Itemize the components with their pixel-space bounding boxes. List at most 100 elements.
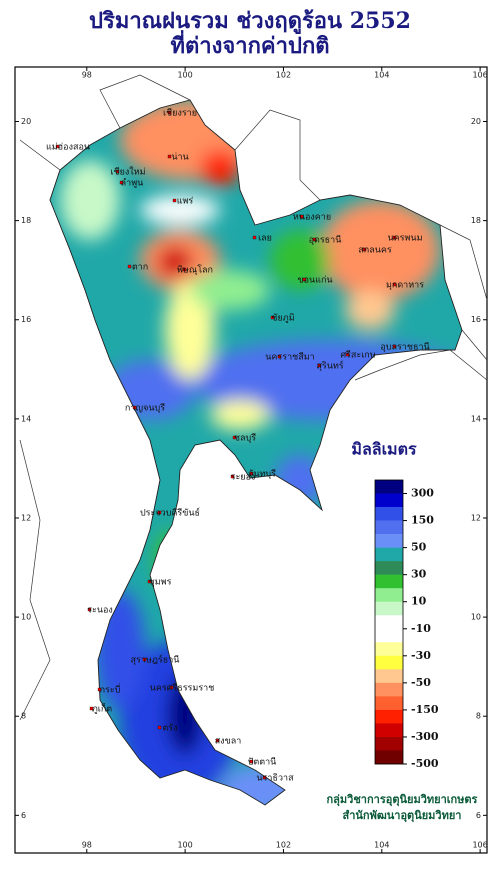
x-tick-label: 100 [177,841,192,850]
place-dot [362,247,367,252]
legend-swatch [375,574,403,589]
y-tick-label: 8 [476,712,481,721]
place-label: ลำพูน [121,178,144,189]
place-dot [147,579,152,584]
place-label: พิษณุโลก [177,265,213,276]
place-dot [232,435,237,440]
place-dot [87,607,92,612]
place-dot [169,685,174,690]
place-label: ประจวบคีรีขันธ์ [140,507,200,519]
place-label: แม่ฮ่องสอน [46,143,90,153]
place-dot [182,267,187,272]
y-tick-label: 10 [21,613,31,622]
legend-swatch [375,588,403,603]
legend-label: 10 [411,595,427,608]
place-dot [115,169,120,174]
y-tick-label: 14 [471,414,481,423]
place-label: หนองคาย [293,213,331,223]
y-tick-label: 6 [476,811,481,820]
place-dot [392,282,397,287]
title-line: ที่ต่างจากค่าปกติ [170,29,329,59]
legend-label: 150 [411,514,434,527]
legend-swatch [375,750,403,765]
place-label: สงขลา [215,737,242,747]
y-tick-label: 18 [21,216,31,225]
place-label: นราธิวาส [256,773,294,784]
legend-label: 50 [411,541,427,554]
legend-swatch [375,723,403,738]
place-label: จันทบุรี [248,469,276,480]
y-tick-label: 16 [21,315,31,324]
place-label: ขอนแก่น [297,276,332,286]
legend-label: -500 [411,757,439,770]
place-label: สุราษฎร์ธานี [131,654,180,666]
place-label: เชียงราย [163,108,197,119]
place-label: สุรินทร์ [316,360,343,372]
place-dot [230,474,235,479]
x-tick-label: 104 [374,841,389,850]
legend-swatch [375,736,403,751]
place-dot [215,738,220,743]
y-tick-label: 8 [21,712,26,721]
legend-swatch [375,655,403,670]
place-dot [249,471,254,476]
title-line: ปริมาณฝนรวม ช่วงฤดูร้อน 2552 [89,8,411,35]
place-dot [317,363,322,368]
legend-label: 300 [411,487,434,500]
place-dot [142,657,147,662]
legend-label: -150 [411,703,439,716]
legend-swatch [375,628,403,643]
place-label: ศรีสะเกษ [340,350,375,361]
y-tick-label: 16 [471,315,481,324]
place-dot [299,214,304,219]
credit-line: กลุ่มวิชาการอุตุนิยมวิทยาเกษตร [327,793,478,807]
y-tick-label: 6 [21,811,26,820]
place-dot [392,235,397,240]
y-tick-label: 18 [471,216,481,225]
place-dot [89,706,94,711]
place-dot [167,110,172,115]
legend-label: -10 [411,622,431,635]
legend-label: -50 [411,676,431,689]
legend-swatch [375,520,403,535]
legend-swatch [375,642,403,657]
place-dot [119,180,124,185]
legend-label: -30 [411,649,431,662]
legend-swatch [375,696,403,711]
place-label: ปัตตานี [248,757,277,768]
place-dot [127,264,132,269]
legend-label: -300 [411,730,439,743]
place-dot [252,235,257,240]
place-label: อุบลราชธานี [380,342,429,353]
place-label: นครพนม [387,234,422,244]
map-labels: 98 98 100 100 102 102 104 104 106 106 6 6 8 8 10 10 12 12… [15,67,488,853]
place-dot [157,510,162,515]
y-tick-label: 10 [471,613,481,622]
place-label: ชัยภูมิ [271,313,294,324]
place-label: ระนอง [87,606,113,616]
place-label: มุกดาหาร [386,281,424,291]
y-tick-label: 12 [21,513,31,522]
place-label: นครศรีธรรมราช [150,683,215,694]
place-dot [345,352,350,357]
place-label: ชลบุรี [234,433,256,444]
place-label: ระยอง [231,473,256,483]
x-tick-label: 104 [374,71,389,80]
legend-swatch [375,669,403,684]
legend-label: 30 [411,568,427,581]
place-label: กระบี่ [100,683,121,696]
place-label: เลย [258,234,272,244]
place-dot [262,775,267,780]
legend-swatch [375,615,403,630]
place-dot [270,315,275,320]
place-dot [172,198,177,203]
place-label: ภูเก็ต [92,702,112,715]
x-tick-label: 102 [276,841,291,850]
place-label: แพร่ [177,197,194,207]
legend-swatch [375,709,403,724]
place-dot [277,354,282,359]
place-dot [157,725,162,730]
place-dot [132,405,137,410]
legend-frame [374,479,404,765]
